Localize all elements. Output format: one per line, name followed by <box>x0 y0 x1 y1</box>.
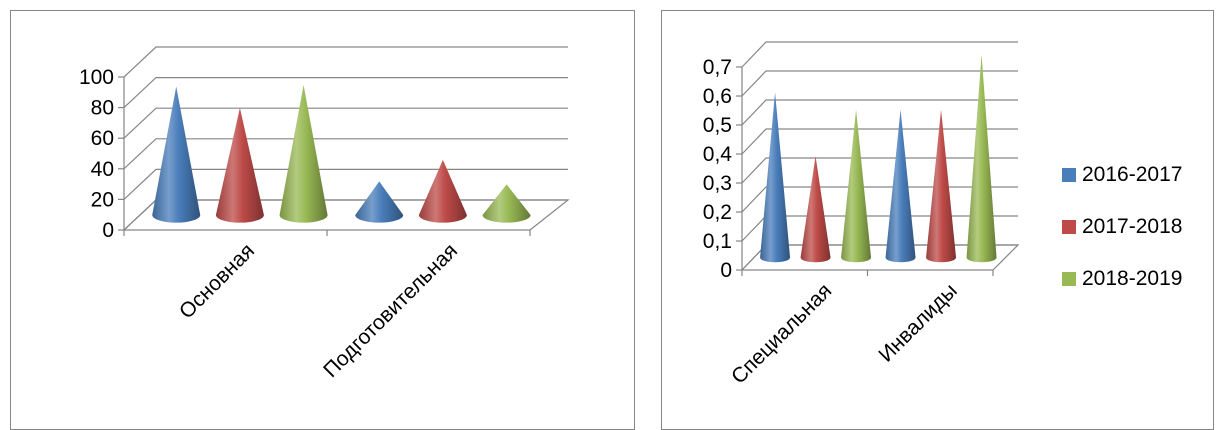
legend-swatch-0 <box>1062 168 1076 182</box>
legend-label-2: 2018-2019 <box>1082 267 1183 290</box>
left-gridline-2 <box>123 138 568 170</box>
right-gridline-3 <box>741 157 1018 184</box>
right-cat-label-1: Инвалиды <box>874 279 961 366</box>
left-cone-1-1 <box>418 159 467 223</box>
right-cat-label-0: Специальная <box>727 279 836 388</box>
left-ytick-label-5: 100 <box>79 66 114 89</box>
left-gridline-1 <box>123 168 568 200</box>
right-ytick-label-2: 0,2 <box>703 201 732 224</box>
legend-item-2: 2018-2019 <box>1062 264 1182 294</box>
left-floor <box>122 199 570 231</box>
right-gridline-7 <box>741 41 1018 68</box>
right-ytick-label-7: 0,7 <box>703 56 732 79</box>
left-ytick-label-1: 20 <box>91 188 114 211</box>
right-floor <box>740 244 1020 271</box>
right-gridline-5 <box>741 99 1018 126</box>
left-ytick-label-2: 40 <box>91 158 114 181</box>
left-gridline-3 <box>123 107 568 139</box>
chart-panel-left <box>10 10 635 430</box>
legend-item-1: 2017-2018 <box>1062 212 1182 242</box>
right-ytick-label-3: 0,3 <box>703 172 732 195</box>
left-cone-1-0 <box>355 181 404 223</box>
legend-swatch-2 <box>1062 272 1076 286</box>
right-gridline-4 <box>741 128 1018 155</box>
left-ytick-label-0: 0 <box>102 219 114 242</box>
right-cone-1-1 <box>926 109 957 263</box>
right-cone-0-0 <box>760 92 791 263</box>
right-cone-0-2 <box>841 109 872 263</box>
right-cone-1-2 <box>966 54 997 263</box>
left-cone-1-2 <box>482 184 531 223</box>
right-ytick-label-4: 0,4 <box>703 143 733 166</box>
right-gridline-6 <box>741 70 1018 97</box>
left-gridline-4 <box>123 76 568 109</box>
right-ytick-label-6: 0,6 <box>703 85 732 108</box>
right-cone-1-0 <box>885 109 916 263</box>
legend: 2016-2017 2017-2018 2018-2019 <box>1062 160 1182 316</box>
legend-item-0: 2016-2017 <box>1062 160 1182 190</box>
left-ytick-label-4: 80 <box>91 97 114 120</box>
left-cone-0-1 <box>215 107 264 223</box>
legend-label-0: 2016-2017 <box>1082 163 1183 186</box>
left-ytick-label-3: 60 <box>91 127 114 150</box>
left-cone-0-0 <box>152 86 201 223</box>
right-cone-0-1 <box>800 156 831 263</box>
legend-label-1: 2017-2018 <box>1082 215 1183 238</box>
right-ytick-label-5: 0,5 <box>703 114 732 137</box>
right-ytick-label-0: 0 <box>720 259 732 282</box>
left-cone-0-2 <box>279 84 328 223</box>
right-ytick-label-1: 0,1 <box>703 230 732 253</box>
legend-swatch-1 <box>1062 220 1076 234</box>
left-gridline-5 <box>123 46 568 78</box>
